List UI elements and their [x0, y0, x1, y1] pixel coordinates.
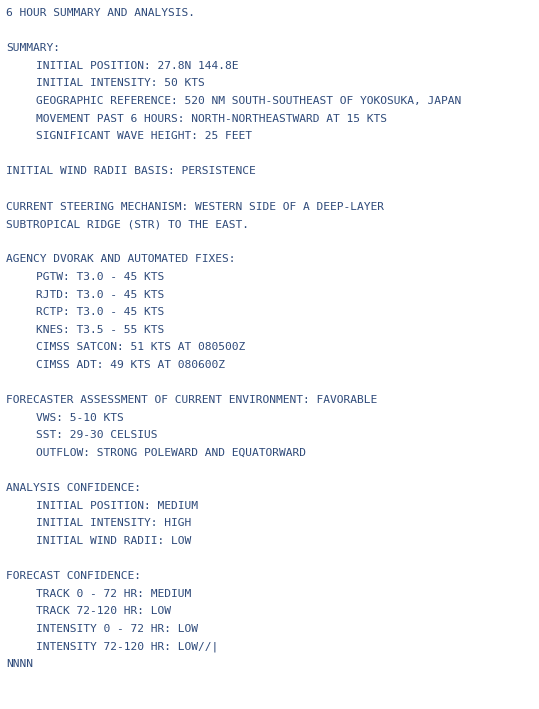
Text: CIMSS SATCON: 51 KTS AT 080500Z: CIMSS SATCON: 51 KTS AT 080500Z	[36, 342, 245, 352]
Text: INTENSITY 72-120 HR: LOW//|: INTENSITY 72-120 HR: LOW//|	[36, 642, 218, 652]
Text: AGENCY DVORAK AND AUTOMATED FIXES:: AGENCY DVORAK AND AUTOMATED FIXES:	[6, 255, 236, 264]
Text: INITIAL POSITION: MEDIUM: INITIAL POSITION: MEDIUM	[36, 501, 198, 510]
Text: SST: 29-30 CELSIUS: SST: 29-30 CELSIUS	[36, 430, 157, 440]
Text: KNES: T3.5 - 55 KTS: KNES: T3.5 - 55 KTS	[36, 325, 164, 335]
Text: RJTD: T3.0 - 45 KTS: RJTD: T3.0 - 45 KTS	[36, 289, 164, 300]
Text: INITIAL INTENSITY: 50 KTS: INITIAL INTENSITY: 50 KTS	[36, 79, 205, 89]
Text: VWS: 5-10 KTS: VWS: 5-10 KTS	[36, 413, 124, 423]
Text: CIMSS ADT: 49 KTS AT 080600Z: CIMSS ADT: 49 KTS AT 080600Z	[36, 360, 225, 370]
Text: INITIAL POSITION: 27.8N 144.8E: INITIAL POSITION: 27.8N 144.8E	[36, 61, 238, 71]
Text: FORECASTER ASSESSMENT OF CURRENT ENVIRONMENT: FAVORABLE: FORECASTER ASSESSMENT OF CURRENT ENVIRON…	[6, 395, 377, 406]
Text: INITIAL WIND RADII BASIS: PERSISTENCE: INITIAL WIND RADII BASIS: PERSISTENCE	[6, 167, 255, 177]
Text: NNNN: NNNN	[6, 659, 33, 669]
Text: INITIAL INTENSITY: HIGH: INITIAL INTENSITY: HIGH	[36, 518, 191, 528]
Text: CURRENT STEERING MECHANISM: WESTERN SIDE OF A DEEP-LAYER: CURRENT STEERING MECHANISM: WESTERN SIDE…	[6, 201, 384, 211]
Text: OUTFLOW: STRONG POLEWARD AND EQUATORWARD: OUTFLOW: STRONG POLEWARD AND EQUATORWARD	[36, 448, 306, 458]
Text: PGTW: T3.0 - 45 KTS: PGTW: T3.0 - 45 KTS	[36, 272, 164, 282]
Text: ANALYSIS CONFIDENCE:: ANALYSIS CONFIDENCE:	[6, 484, 141, 493]
Text: SUMMARY:: SUMMARY:	[6, 43, 60, 53]
Text: 6 HOUR SUMMARY AND ANALYSIS.: 6 HOUR SUMMARY AND ANALYSIS.	[6, 8, 195, 18]
Text: SIGNIFICANT WAVE HEIGHT: 25 FEET: SIGNIFICANT WAVE HEIGHT: 25 FEET	[36, 131, 252, 141]
Text: RCTP: T3.0 - 45 KTS: RCTP: T3.0 - 45 KTS	[36, 307, 164, 317]
Text: TRACK 72-120 HR: LOW: TRACK 72-120 HR: LOW	[36, 606, 171, 616]
Text: SUBTROPICAL RIDGE (STR) TO THE EAST.: SUBTROPICAL RIDGE (STR) TO THE EAST.	[6, 219, 249, 229]
Text: GEOGRAPHIC REFERENCE: 520 NM SOUTH-SOUTHEAST OF YOKOSUKA, JAPAN: GEOGRAPHIC REFERENCE: 520 NM SOUTH-SOUTH…	[36, 96, 461, 106]
Text: MOVEMENT PAST 6 HOURS: NORTH-NORTHEASTWARD AT 15 KTS: MOVEMENT PAST 6 HOURS: NORTH-NORTHEASTWA…	[36, 113, 387, 123]
Text: FORECAST CONFIDENCE:: FORECAST CONFIDENCE:	[6, 571, 141, 581]
Text: INTENSITY 0 - 72 HR: LOW: INTENSITY 0 - 72 HR: LOW	[36, 624, 198, 634]
Text: TRACK 0 - 72 HR: MEDIUM: TRACK 0 - 72 HR: MEDIUM	[36, 588, 191, 599]
Text: INITIAL WIND RADII: LOW: INITIAL WIND RADII: LOW	[36, 536, 191, 546]
